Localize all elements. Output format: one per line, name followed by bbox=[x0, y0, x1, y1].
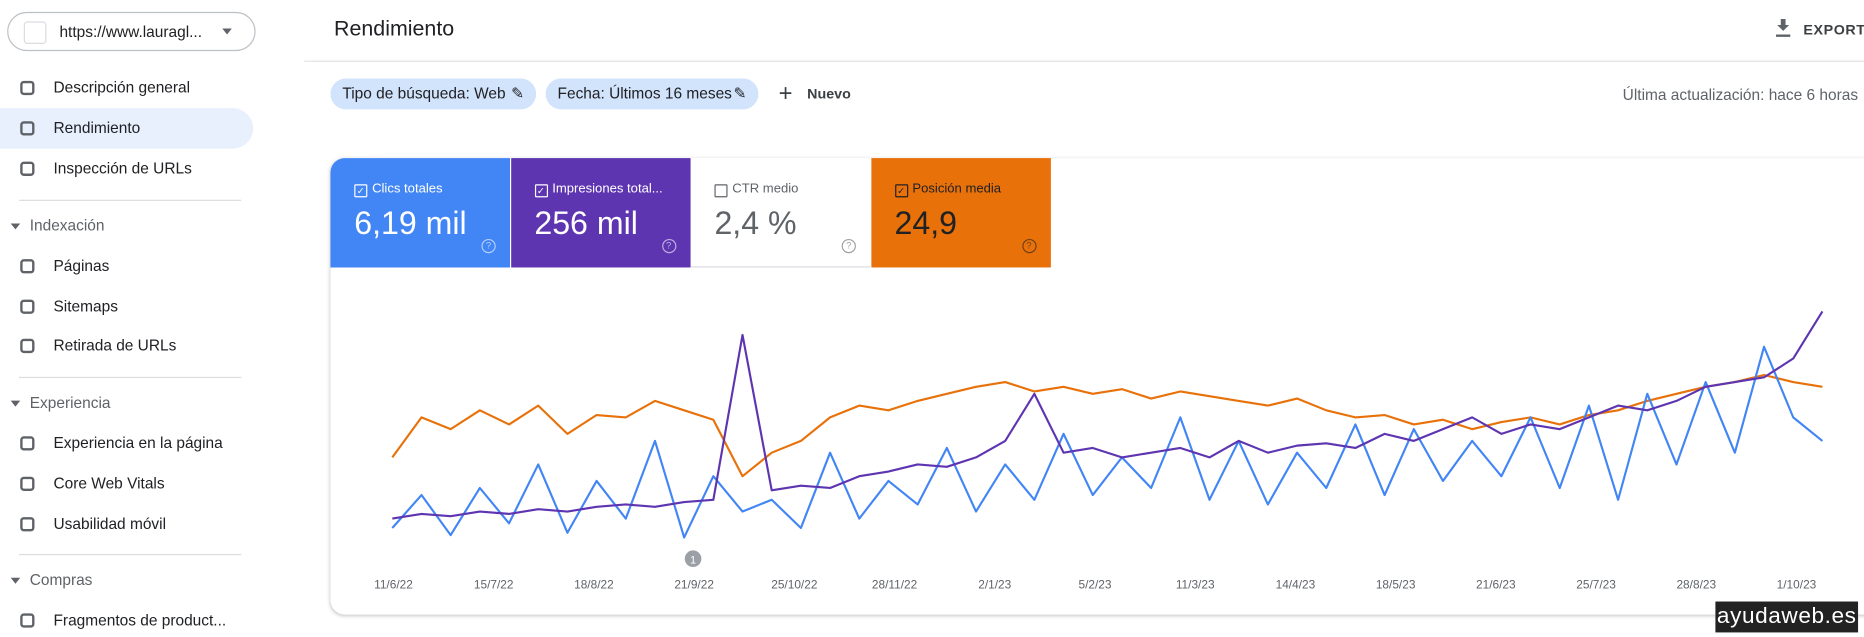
dropdown-caret bbox=[222, 28, 232, 35]
nav-icon bbox=[20, 516, 35, 531]
metric-value: 24,9 bbox=[894, 205, 958, 242]
annotation-marker bbox=[684, 550, 702, 568]
metric-value: 256 mil bbox=[534, 205, 638, 242]
metric-card[interactable]: ✓ Posición media 24,9? bbox=[870, 158, 1051, 268]
nav-icon bbox=[20, 161, 35, 176]
x-tick-label: 2/1/23 bbox=[978, 577, 1011, 591]
series-line bbox=[391, 345, 1824, 539]
section-caret bbox=[10, 577, 21, 584]
chip-label: Tipo de búsqueda: Web bbox=[342, 84, 506, 103]
checkbox: ✓ bbox=[534, 184, 548, 198]
metric-card[interactable]: ✓ Impresiones total... 256 mil? bbox=[510, 158, 691, 268]
last-update: Última actualización: hace 6 horas bbox=[1622, 85, 1859, 104]
section-title[interactable]: Experiencia bbox=[29, 393, 111, 412]
property-selector[interactable]: https://www.lauragl... bbox=[7, 11, 256, 52]
help-icon: ? bbox=[1021, 238, 1037, 254]
x-tick-label: 11/3/23 bbox=[1176, 577, 1215, 591]
nav-icon bbox=[20, 476, 35, 491]
nav-item[interactable]: Experiencia en la página bbox=[53, 434, 223, 452]
nav-item[interactable]: Core Web Vitals bbox=[53, 474, 165, 492]
metric-value: 6,19 mil bbox=[354, 205, 467, 242]
help-icon: ? bbox=[841, 238, 856, 254]
metric-card[interactable]: ✓ Clics totales 6,19 mil? bbox=[330, 158, 510, 268]
metric-label: CTR medio bbox=[732, 181, 799, 197]
series-line bbox=[392, 310, 1824, 520]
nav-icon bbox=[20, 80, 35, 96]
nav-icon bbox=[20, 436, 35, 451]
chip-label: Fecha: Últimos 16 meses bbox=[557, 84, 732, 103]
annotation-label: 1 bbox=[690, 554, 696, 566]
metric-label: Clics totales bbox=[372, 181, 443, 197]
metric-value: 2,4 % bbox=[714, 205, 797, 242]
divider bbox=[19, 376, 242, 379]
checkbox: ✓ bbox=[894, 184, 908, 198]
export-button[interactable]: EXPORTA bbox=[1803, 21, 1864, 39]
section-caret bbox=[10, 223, 21, 230]
watermark: ayudaweb.es bbox=[1715, 601, 1859, 633]
metric-label: Impresiones total... bbox=[552, 181, 663, 197]
x-tick-label: 5/2/23 bbox=[1078, 577, 1111, 591]
x-tick-label: 18/5/23 bbox=[1376, 577, 1416, 591]
checkbox bbox=[714, 184, 728, 198]
header-divider bbox=[304, 60, 1864, 62]
nav-item[interactable]: Rendimiento bbox=[53, 118, 141, 137]
property-url: https://www.lauragl... bbox=[59, 22, 203, 41]
x-tick-label: 21/9/22 bbox=[674, 577, 714, 591]
nav-icon bbox=[20, 339, 35, 354]
nav-item[interactable]: Fragmentos de product... bbox=[53, 611, 227, 630]
checkbox: ✓ bbox=[354, 184, 368, 198]
help-icon: ? bbox=[661, 238, 676, 254]
x-tick-label: 1/10/23 bbox=[1777, 577, 1817, 591]
nav-icon bbox=[20, 613, 35, 628]
series-line bbox=[391, 373, 1823, 478]
nav-item[interactable]: Usabilidad móvil bbox=[53, 514, 167, 532]
x-tick-label: 15/7/22 bbox=[474, 577, 514, 591]
nav-item[interactable]: Descripción general bbox=[53, 78, 191, 97]
x-tick-label: 14/4/23 bbox=[1276, 577, 1316, 591]
help-icon: ? bbox=[481, 238, 496, 254]
edit-icon: ✎ bbox=[511, 84, 525, 103]
nav-item[interactable]: Páginas bbox=[53, 256, 110, 275]
filter-chip[interactable]: Fecha: Últimos 16 meses ✎ bbox=[545, 78, 759, 110]
nav-icon bbox=[20, 259, 35, 274]
new-filter-button[interactable]: Nuevo bbox=[807, 85, 851, 103]
x-tick-label: 11/6/22 bbox=[374, 577, 413, 591]
x-tick-label: 28/11/22 bbox=[872, 577, 917, 591]
nav-icon bbox=[20, 121, 35, 136]
divider bbox=[19, 554, 242, 556]
x-tick-label: 21/6/23 bbox=[1476, 577, 1516, 591]
x-tick-label: 25/10/22 bbox=[771, 577, 817, 591]
nav-icon bbox=[20, 299, 35, 314]
nav-active-bg bbox=[0, 108, 254, 149]
x-tick-label: 18/8/22 bbox=[574, 577, 614, 591]
property-icon bbox=[23, 21, 47, 44]
section-caret bbox=[10, 400, 21, 407]
nav-item[interactable]: Retirada de URLs bbox=[53, 336, 177, 355]
metric-label: Posición media bbox=[912, 181, 1002, 197]
divider bbox=[19, 199, 242, 201]
metric-card[interactable]: CTR medio 2,4 %? bbox=[690, 158, 871, 268]
x-tick-label: 25/7/23 bbox=[1576, 577, 1616, 591]
filter-chip[interactable]: Tipo de búsqueda: Web ✎ bbox=[330, 78, 537, 110]
add-icon: + bbox=[778, 80, 793, 107]
nav-item[interactable]: Inspección de URLs bbox=[53, 159, 192, 178]
section-title[interactable]: Compras bbox=[29, 570, 93, 589]
edit-icon: ✎ bbox=[733, 84, 747, 103]
download-icon bbox=[1776, 19, 1791, 37]
section-title[interactable]: Indexación bbox=[29, 216, 105, 235]
page-title: Rendimiento bbox=[334, 16, 455, 41]
nav-item[interactable]: Sitemaps bbox=[53, 296, 118, 315]
x-tick-label: 28/8/23 bbox=[1676, 577, 1716, 591]
